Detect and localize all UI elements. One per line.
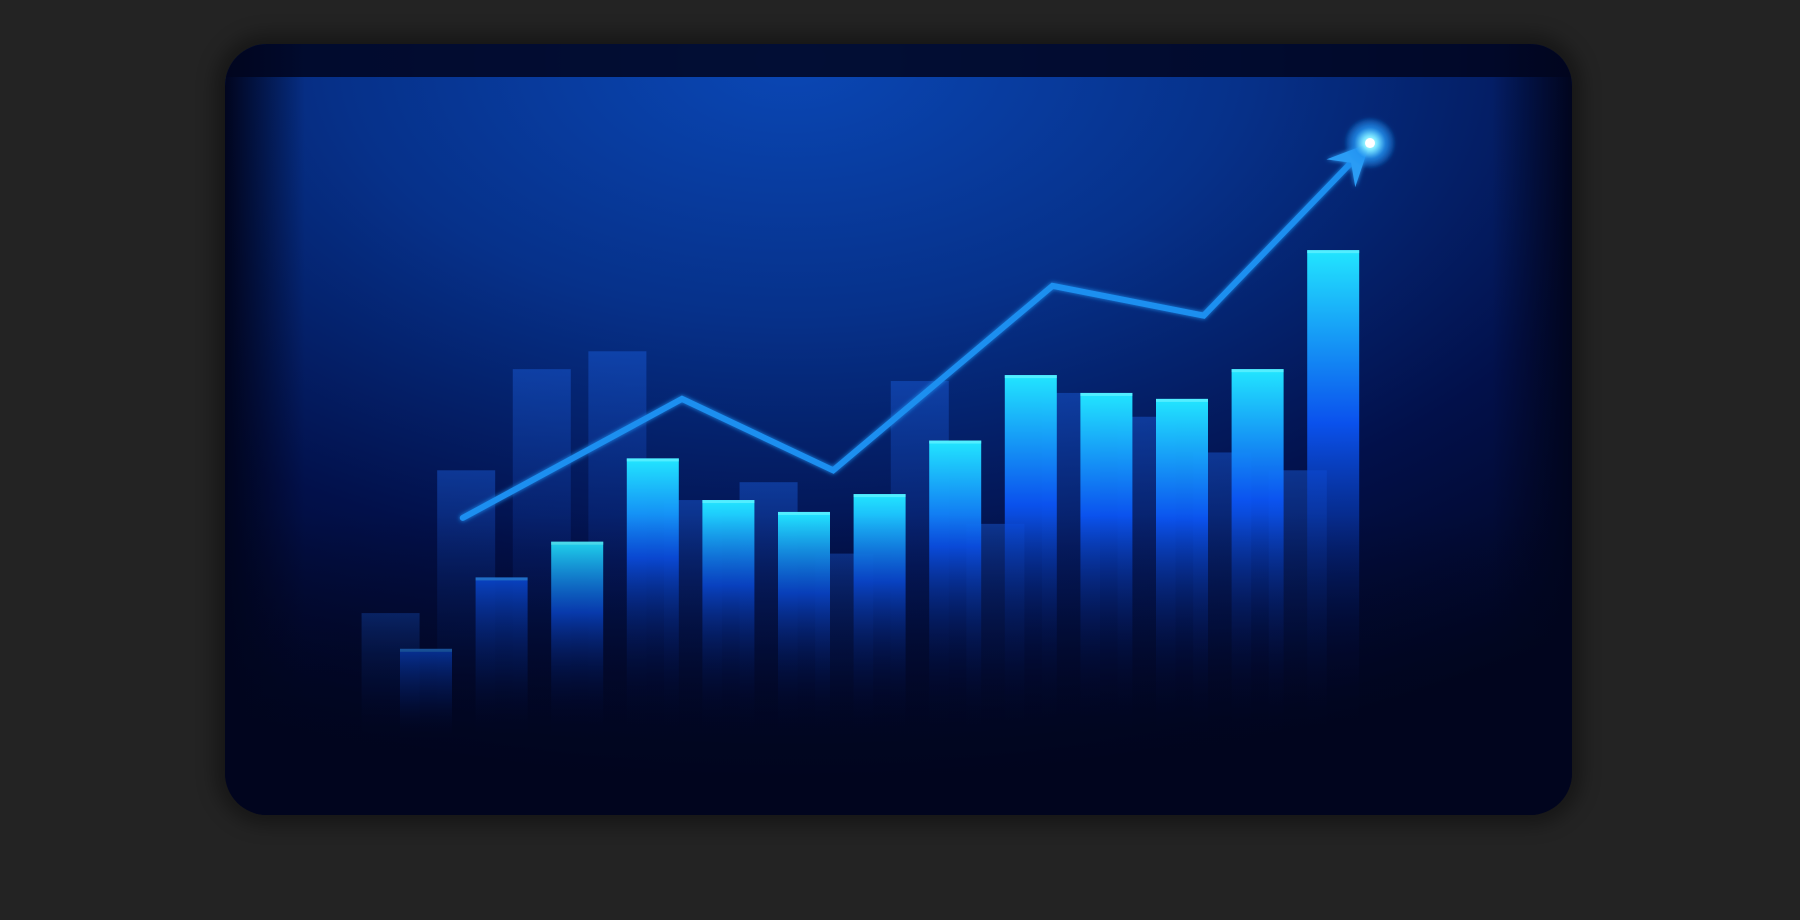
bar-cap-7	[853, 494, 906, 498]
left-edge-fade	[225, 44, 305, 815]
bar-cap-8	[929, 440, 982, 444]
chart-illustration	[225, 44, 1572, 815]
trend-line	[459, 140, 1373, 521]
bar-cap-10	[1080, 392, 1133, 396]
bar-cap-13	[1307, 250, 1360, 254]
right-edge-fade	[1492, 44, 1572, 815]
bar-cap-11	[1156, 398, 1208, 402]
image-frame	[225, 44, 1572, 815]
trend-line-group	[459, 117, 1396, 521]
arrow-tip-spark	[1365, 138, 1375, 149]
bar-cap-9	[1004, 375, 1057, 379]
bar-cap-12	[1231, 369, 1284, 373]
bar-cap-5	[702, 500, 755, 504]
bar-cap-4	[626, 458, 679, 462]
floor-fade	[225, 514, 1572, 815]
bar-cap-6	[778, 511, 830, 515]
top-band	[225, 44, 1572, 77]
